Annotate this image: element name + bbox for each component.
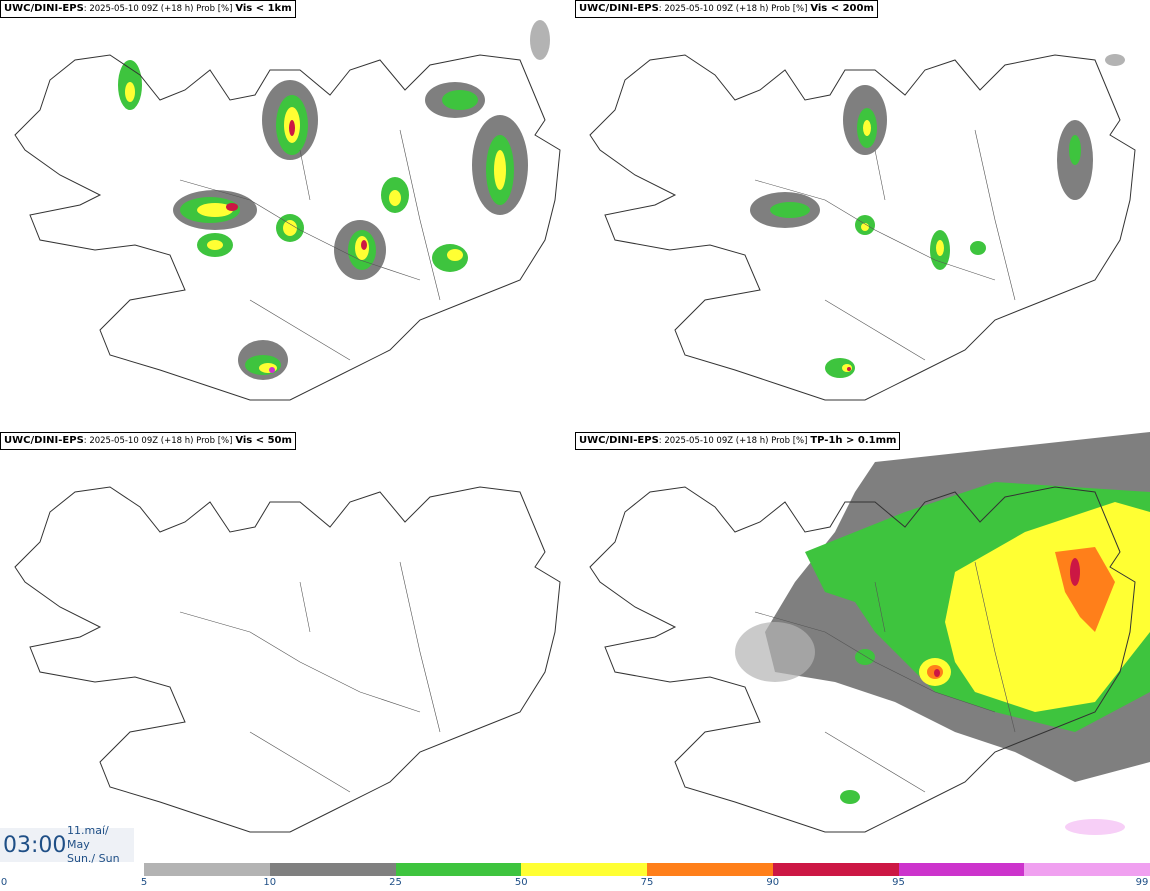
map-panel-vis-200m: UWC/DINI-EPS: 2025-05-10 09Z (+18 h) Pro… [575,0,1150,432]
map-panel-vis-1km: UWC/DINI-EPS: 2025-05-10 09Z (+18 h) Pro… [0,0,575,432]
valid-time-box: 03:00 11.maí/ May Sun./ Sun [0,824,134,865]
legend-swatch [1024,863,1150,876]
iceland-outline [14,486,561,833]
region-boundaries [754,129,1016,361]
legend-tick-label: 50 [514,877,528,888]
legend-tick-label: 95 [892,877,905,888]
valid-time: 03:00 [3,832,67,858]
iceland-map [589,54,1136,401]
legend-tick-label: 25 [389,877,402,888]
fog-blobs [750,54,1125,378]
legend-swatch [898,863,1025,876]
iceland-map [14,20,561,401]
iceland-map [14,486,561,833]
legend-ticks: 0 5 10 25 50 75 90 95 99 [0,877,1150,891]
region-boundaries [179,129,441,361]
legend-tick-label: 99 [1135,877,1149,888]
legend-swatch [269,863,396,876]
color-legend [144,863,1150,876]
legend-swatch [144,863,270,876]
iceland-outline [589,54,1136,401]
legend-tick-label: 75 [640,877,654,888]
precip-field [735,432,1150,835]
legend-swatch [772,863,899,876]
legend-swatch [521,863,647,876]
region-boundaries [179,561,441,793]
iceland-map [589,432,1150,835]
map-panel-precip: UWC/DINI-EPS: 2025-05-10 09Z (+18 h) Pro… [575,432,1150,864]
valid-date: 11.maí/ May Sun./ Sun [63,824,134,866]
iceland-outline [14,54,561,401]
panel-title: UWC/DINI-EPS: 2025-05-10 09Z (+18 h) Pro… [0,432,296,450]
legend-swatch [395,863,522,876]
day-line: Sun./ Sun [67,852,120,865]
panel-title: UWC/DINI-EPS: 2025-05-10 09Z (+18 h) Pro… [575,432,901,450]
panel-title: UWC/DINI-EPS: 2025-05-10 09Z (+18 h) Pro… [0,0,296,18]
panel-title: UWC/DINI-EPS: 2025-05-10 09Z (+18 h) Pro… [575,0,878,18]
legend-tick-label: 5 [140,877,148,888]
map-panel-vis-50m: UWC/DINI-EPS: 2025-05-10 09Z (+18 h) Pro… [0,432,575,864]
legend-tick-label: 90 [766,877,780,888]
region-boundaries [754,561,1016,793]
legend-tick-label: 0 [0,877,8,888]
date-line: 11.maí/ May [67,824,109,851]
iceland-outline [589,486,1136,833]
fog-blobs [118,20,550,380]
legend-tick-label: 10 [263,877,277,888]
legend-swatch [647,863,773,876]
